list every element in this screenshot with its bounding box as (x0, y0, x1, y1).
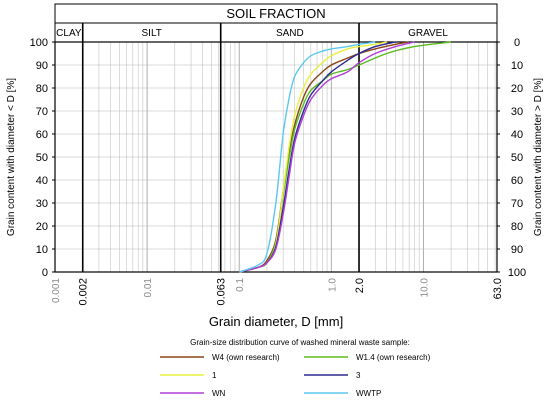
y-tick-label-right: 70 (511, 198, 523, 210)
y-tick-label-left: 10 (36, 244, 48, 256)
axes: 0102030405060708090100100908070605040302… (6, 23, 544, 329)
legend-label-1: W1.4 (own research) (356, 353, 431, 362)
x-tick-label-grey: 0.001 (51, 278, 62, 303)
fraction-label-clay: CLAY (56, 28, 82, 39)
x-tick-label-boundary: 2.0 (354, 278, 366, 293)
x-tick-label-boundary: 63.0 (492, 278, 504, 299)
y-axis-title-right: Grain content with diameter > D [%] (533, 78, 544, 236)
x-tick-label-grey: 0.1 (235, 278, 246, 292)
series-line-5 (238, 41, 376, 273)
soil-fraction-header: SOIL FRACTION CLAY SILT SAND GRAVEL (54, 3, 498, 43)
y-tick-label-left: 50 (36, 152, 48, 164)
chart-title: SOIL FRACTION (226, 6, 325, 21)
legend: Grain-size distribution curve of washed … (160, 338, 431, 398)
y-tick-label-right: 60 (511, 175, 523, 187)
x-tick-label-boundary: 0.002 (78, 278, 90, 306)
series-line-0 (239, 41, 410, 273)
fraction-label-silt: SILT (142, 28, 162, 39)
y-axis-title-left: Grain content with diameter < D [%] (6, 78, 17, 236)
y-tick-label-right: 30 (511, 106, 523, 118)
series-lines (238, 41, 452, 273)
y-tick-label-right: 50 (511, 152, 523, 164)
x-tick-label-grey: 1.0 (327, 278, 338, 292)
legend-label-0: W4 (own research) (212, 353, 280, 362)
x-axis-title: Grain diameter, D [mm] (209, 314, 343, 329)
legend-label-3: 3 (356, 371, 361, 380)
legend-title: Grain-size distribution curve of washed … (190, 338, 410, 347)
y-tick-label-left: 0 (42, 267, 48, 279)
y-tick-label-left: 90 (36, 60, 48, 72)
y-tick-label-left: 20 (36, 221, 48, 233)
y-tick-label-left: 80 (36, 83, 48, 95)
y-tick-label-right: 90 (511, 244, 523, 256)
fraction-label-gravel: GRAVEL (408, 28, 448, 39)
y-tick-label-left: 30 (36, 198, 48, 210)
legend-label-5: WWTP (356, 389, 381, 398)
legend-label-2: 1 (212, 371, 217, 380)
y-tick-label-right: 100 (508, 267, 526, 279)
y-tick-label-right: 80 (511, 221, 523, 233)
y-tick-label-right: 0 (514, 37, 520, 49)
x-tick-label-boundary: 0.063 (216, 278, 228, 306)
y-tick-label-right: 10 (511, 60, 523, 72)
series-line-4 (239, 41, 415, 273)
y-tick-label-left: 60 (36, 129, 48, 141)
y-tick-label-left: 100 (30, 37, 48, 49)
fraction-label-sand: SAND (276, 28, 304, 39)
y-tick-label-right: 20 (511, 83, 523, 95)
y-tick-label-left: 70 (36, 106, 48, 118)
grid-lines (54, 42, 497, 272)
y-tick-label-left: 40 (36, 175, 48, 187)
y-tick-label-right: 40 (511, 129, 523, 141)
legend-label-4: WN (212, 389, 226, 398)
x-tick-label-grey: 0.01 (143, 278, 154, 298)
x-tick-label-grey: 10.0 (419, 278, 430, 298)
